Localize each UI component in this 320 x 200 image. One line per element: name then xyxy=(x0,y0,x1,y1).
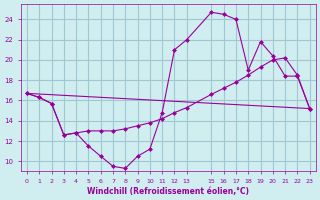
X-axis label: Windchill (Refroidissement éolien,°C): Windchill (Refroidissement éolien,°C) xyxy=(87,187,249,196)
